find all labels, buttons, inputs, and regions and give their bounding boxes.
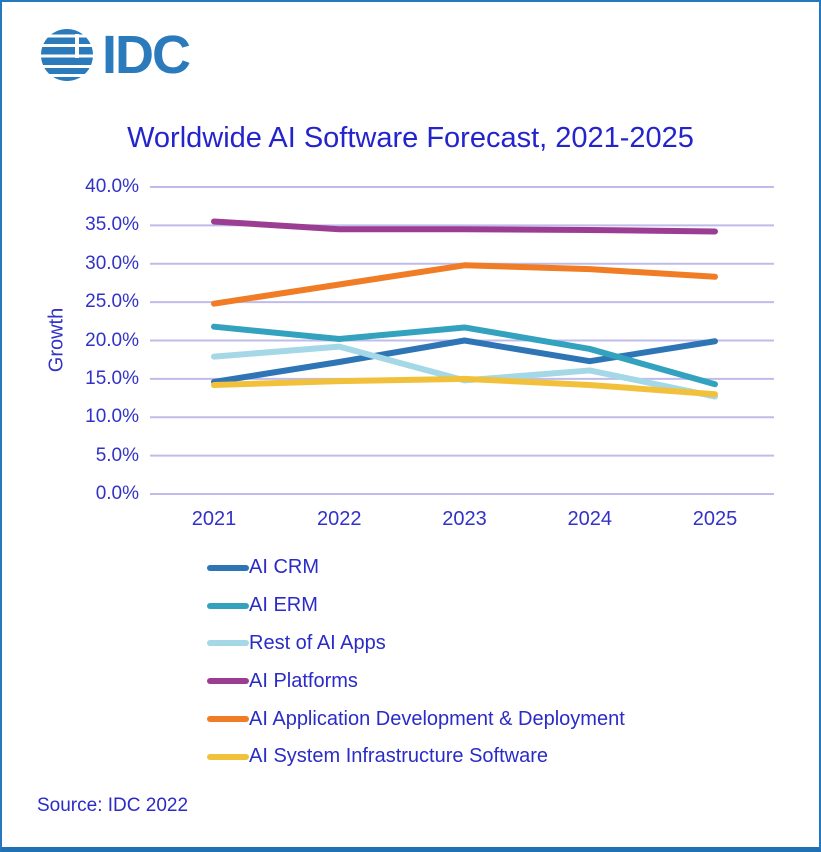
y-tick-label: 35.0% <box>85 214 139 236</box>
idc-logo-text: IDC <box>102 25 191 85</box>
chart-title: Worldwide AI Software Forecast, 2021-202… <box>127 122 694 154</box>
series-line-ai-erm <box>211 323 718 388</box>
y-tick-label: 25.0% <box>85 291 139 313</box>
chart-legend: AI CRM AI ERM Rest of AI Apps AI Platforms A… <box>207 549 625 776</box>
legend-swatch <box>207 602 249 609</box>
y-tick-label: 5.0% <box>95 444 139 466</box>
y-tick-label: 30.0% <box>85 252 139 274</box>
legend-swatch <box>207 564 249 571</box>
source-note: Source: IDC 2022 <box>37 795 189 816</box>
legend-label: AI CRM <box>249 556 319 579</box>
series-line-ai-crm <box>211 337 718 385</box>
x-tick-label: 2023 <box>442 508 487 530</box>
line-chart <box>150 186 774 495</box>
legend-label: AI System Infrastructure Software <box>249 745 548 768</box>
x-tick-label: 2025 <box>692 508 738 530</box>
legend-item: AI CRM <box>207 549 625 587</box>
series-line-ai-platforms <box>211 218 718 235</box>
legend-label: AI Application Development & Deployment <box>249 707 625 730</box>
y-axis-title: Growth <box>45 307 68 373</box>
legend-label: Rest of AI Apps <box>249 631 386 654</box>
legend-label: AI ERM <box>249 594 318 617</box>
legend-swatch <box>207 753 249 760</box>
series-line-ai-system-infrastructure-software <box>211 375 718 398</box>
legend-item: AI System Infrastructure Software <box>207 738 625 776</box>
legend-swatch <box>207 678 249 685</box>
y-tick-label: 15.0% <box>85 367 139 389</box>
series-line-ai-application-development-deployment <box>211 262 718 307</box>
x-tick-label: 2022 <box>317 508 362 530</box>
legend-item: Rest of AI Apps <box>207 625 625 663</box>
idc-logo: IDC <box>38 25 191 85</box>
y-tick-label: 20.0% <box>85 329 139 351</box>
legend-swatch <box>207 716 249 723</box>
x-tick-label: 2024 <box>567 508 613 530</box>
legend-item: AI ERM <box>207 587 625 625</box>
legend-swatch <box>207 640 249 647</box>
idc-globe-icon <box>41 29 93 81</box>
legend-item: AI Application Development & Deployment <box>207 700 625 738</box>
legend-label: AI Platforms <box>249 669 358 692</box>
legend-item: AI Platforms <box>207 662 625 700</box>
y-tick-label: 10.0% <box>85 406 139 428</box>
y-tick-label: 40.0% <box>85 176 139 197</box>
y-tick-label: 0.0% <box>95 483 139 504</box>
x-tick-label: 2021 <box>191 508 237 530</box>
